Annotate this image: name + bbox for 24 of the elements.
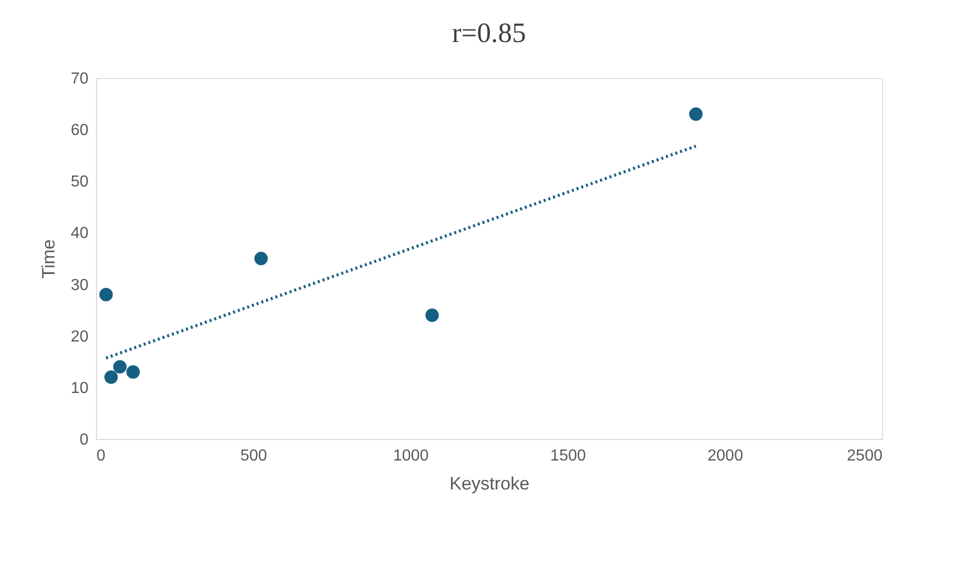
x-axis-title: Keystroke bbox=[449, 474, 530, 494]
x-tick-label: 2500 bbox=[846, 448, 883, 464]
x-tick-label: 2000 bbox=[708, 448, 744, 464]
x-tick-label: 500 bbox=[240, 448, 268, 464]
y-tick-label: 40 bbox=[70, 225, 89, 242]
point bbox=[689, 107, 703, 121]
y-tick-label: 70 bbox=[70, 70, 89, 88]
y-axis-title: Time bbox=[38, 239, 59, 279]
y-tick-label: 60 bbox=[70, 122, 89, 140]
point bbox=[99, 288, 113, 302]
point bbox=[126, 365, 140, 379]
point bbox=[254, 252, 268, 266]
point bbox=[425, 308, 439, 322]
y-tick-label: 50 bbox=[70, 174, 89, 191]
y-tick-label: 0 bbox=[80, 432, 89, 448]
y-tick-label: 10 bbox=[70, 380, 89, 397]
y-tick-label: 30 bbox=[70, 276, 89, 294]
point bbox=[113, 360, 127, 374]
y-tick-label: 20 bbox=[70, 328, 89, 346]
x-tick-label: 1500 bbox=[550, 448, 586, 464]
chart-title: r=0.85 bbox=[452, 18, 526, 49]
x-tick-label: 0 bbox=[96, 448, 106, 464]
point bbox=[104, 370, 118, 384]
x-tick-label: 1000 bbox=[393, 448, 429, 464]
